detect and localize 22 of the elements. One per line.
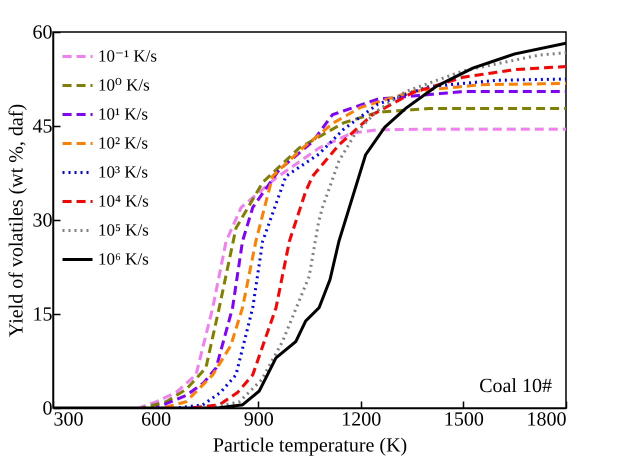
y-tick-label: 0 [42, 398, 52, 420]
y-tick-label: 60 [32, 22, 52, 44]
legend-label: 10¹ K/s [98, 104, 148, 124]
x-tick-label: 1200 [341, 408, 382, 430]
y-tick-label: 30 [32, 210, 52, 232]
x-tick-label: 300 [54, 408, 84, 430]
annotation: Coal 10# [479, 375, 552, 397]
y-tick-label: 15 [32, 304, 52, 326]
legend-label: 10⁴ K/s [98, 192, 149, 210]
x-tick-label: 1800 [526, 408, 566, 430]
x-tick-label: 600 [141, 408, 172, 430]
legend-label: 10⁰ K/s [98, 76, 150, 94]
legend-label: 10² K/s [98, 134, 148, 152]
y-axis-title: Yield of volatiles (wt %, daf) [6, 104, 28, 338]
legend-label: 10⁶ K/s [98, 250, 149, 268]
legend-label: 10⁻¹ K/s [98, 46, 157, 66]
y-tick-label: 45 [32, 116, 52, 138]
x-tick-label: 1500 [444, 408, 484, 430]
x-tick-label: 900 [244, 408, 274, 430]
legend-label: 10⁵ K/s [98, 220, 149, 240]
x-axis-title: Particle temperature (K) [212, 434, 408, 456]
legend-label: 10³ K/s [98, 162, 148, 182]
